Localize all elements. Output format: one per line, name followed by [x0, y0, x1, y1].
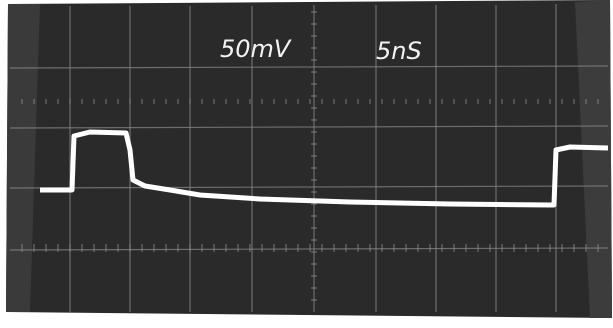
screen: [6, 0, 612, 318]
volts-per-div: 50mV: [220, 35, 292, 63]
graticule: [9, 4, 609, 312]
grid-line: [9, 247, 609, 251]
signal-trace: [40, 129, 609, 208]
grid-line: [9, 125, 609, 129]
time-per-div: 5nS: [376, 37, 422, 65]
grid-line: [9, 185, 609, 189]
screen-vignette-right: [575, 0, 612, 318]
grid-line: [9, 65, 609, 69]
graticule-ticks: [21, 11, 599, 301]
screen-vignette-left: [6, 4, 40, 312]
